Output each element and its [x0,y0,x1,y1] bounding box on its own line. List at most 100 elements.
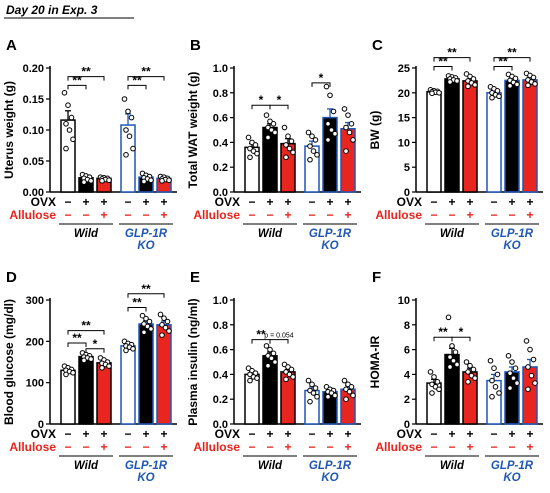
allulose-sign: − [326,440,333,454]
genotype-label: GLP-1R KO [125,460,168,484]
data-point [436,90,442,96]
y-tick-label: 0.6 [213,113,228,125]
y-tick-label: 15 [398,113,410,125]
ovx-sign: + [100,195,107,209]
data-point [307,156,313,163]
data-point [285,133,291,139]
genotype-label-line: KO [503,240,520,252]
allulose-sign: − [142,440,149,454]
y-axis-title: Blood glucose (mg/dl) [2,299,16,425]
data-point [530,74,537,81]
allulose-sign: − [508,440,515,454]
significance-label: ** [447,46,457,60]
ovx-sign: − [124,427,131,441]
allulose-sign: − [64,208,71,222]
data-point [431,374,437,380]
y-tick-label: 0 [404,187,410,199]
allulose-sign: + [466,440,473,454]
ovx-sign: + [326,427,333,441]
allulose-sign: − [248,208,255,222]
ovx-sign: + [448,427,455,441]
significance-label: ** [507,46,517,60]
data-point [281,124,288,131]
allulose-sign: + [284,208,291,222]
ovx-sign: + [160,195,167,209]
data-point [141,178,147,185]
ovx-sign: + [448,195,455,209]
data-point [159,322,165,328]
data-point [343,148,349,154]
y-axis-title: Uterus weight (g) [2,81,16,179]
significance-bracket [493,57,531,62]
y-tick-label: 300 [26,295,44,307]
y-tick-label: 5 [404,162,410,174]
y-tick-label: 100 [26,378,44,390]
data-point [345,112,351,118]
data-point [350,137,356,143]
data-point [68,114,75,121]
data-point [450,357,457,364]
y-axis-title: Total WAT weight (g) [186,72,200,189]
data-point [523,338,530,344]
bar [78,355,94,425]
allulose-sign: + [100,440,107,454]
ovx-sign: + [508,195,515,209]
allulose-row-label: Allulose [193,440,240,454]
panel-letter: E [190,269,200,286]
y-tick-label: 0.4 [213,369,229,381]
bar [156,324,172,425]
data-point [465,369,471,375]
allulose-sign: − [266,208,273,222]
ovx-sign: + [266,427,273,441]
data-point [307,398,313,405]
significance-label: ** [256,328,266,342]
data-point [325,393,331,400]
ovx-sign: + [82,427,89,441]
data-point [157,311,164,318]
allulose-sign: − [326,208,333,222]
significance-label: ** [141,282,151,296]
data-point [525,386,531,393]
y-axis-title: BW (g) [368,111,382,150]
data-point [472,375,478,381]
data-point [61,90,68,96]
y-tick-label: 0.2 [213,394,228,406]
significance-bracket [67,342,87,347]
genotype-label: Wild [74,228,99,240]
bar [522,79,538,193]
data-point [527,346,533,353]
allulose-sign: − [308,440,315,454]
allulose-sign: − [308,208,315,222]
data-point [123,152,129,158]
y-tick-label: 0.10 [23,125,44,137]
data-point [70,369,76,376]
allulose-sign: − [266,440,273,454]
data-point [139,312,146,319]
genotype-label-line: KO [321,240,338,252]
genotype-label: Wild [258,228,283,240]
genotype-label: Wild [440,460,465,472]
significance-label: ** [438,55,448,69]
genotype-label: GLP-1R KO [309,460,352,484]
genotype-label-line: KO [321,472,338,484]
data-point [454,78,460,84]
ovx-sign: + [100,427,107,441]
data-point [161,315,167,321]
data-point [63,145,69,152]
data-point [341,377,348,384]
data-point [328,127,335,133]
ovx-sign: − [308,195,315,209]
data-point [290,149,296,156]
significance-bracket [433,66,453,71]
data-point [447,364,453,370]
y-tick-label: 1.0 [213,295,228,307]
data-point [146,318,153,325]
data-point [283,154,289,161]
data-point [496,93,502,100]
data-point [472,82,478,88]
data-point [530,356,537,363]
ovx-sign: − [308,427,315,441]
data-point [491,365,497,372]
data-point [81,357,87,364]
